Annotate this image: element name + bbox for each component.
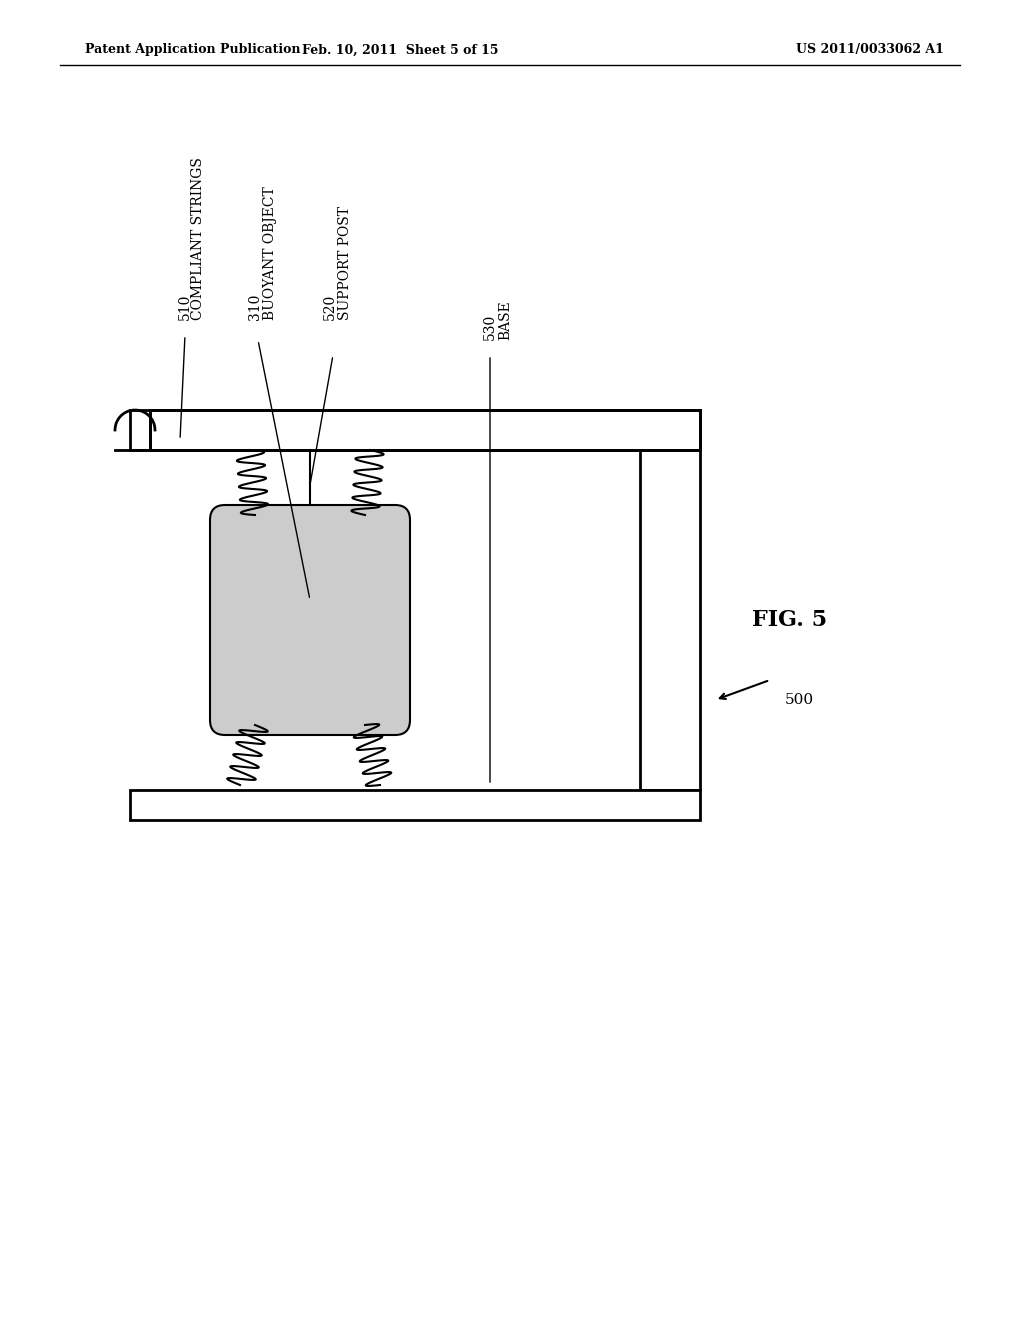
Text: 500: 500 [785,693,814,708]
Bar [640,450,700,789]
Bar [130,411,700,450]
Text: US 2011/0033062 A1: US 2011/0033062 A1 [796,44,944,57]
Text: BUOYANT OBJECT: BUOYANT OBJECT [263,186,278,319]
Text: 310: 310 [248,293,262,319]
FancyBboxPatch shape [210,506,410,735]
Text: SUPPORT POST: SUPPORT POST [338,206,352,319]
Text: 530: 530 [483,314,497,341]
Text: FIG. 5: FIG. 5 [753,609,827,631]
Text: 510: 510 [178,293,193,319]
Text: Patent Application Publication: Patent Application Publication [85,44,300,57]
Text: Feb. 10, 2011  Sheet 5 of 15: Feb. 10, 2011 Sheet 5 of 15 [302,44,499,57]
Text: 520: 520 [323,294,337,319]
Bar [130,789,700,820]
Text: COMPLIANT STRINGS: COMPLIANT STRINGS [191,157,205,319]
Text: BASE: BASE [498,300,512,341]
Bar [150,411,700,450]
